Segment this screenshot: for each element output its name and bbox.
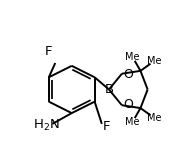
Text: Me: Me: [147, 113, 161, 123]
Text: B: B: [104, 83, 114, 96]
Text: H$_2$N: H$_2$N: [33, 118, 60, 133]
Text: Me: Me: [125, 117, 140, 127]
Text: O: O: [124, 68, 133, 81]
Text: F: F: [103, 120, 111, 133]
Text: Me: Me: [147, 56, 161, 66]
Text: Me: Me: [125, 52, 140, 62]
Text: F: F: [45, 45, 53, 58]
Text: O: O: [124, 98, 133, 111]
